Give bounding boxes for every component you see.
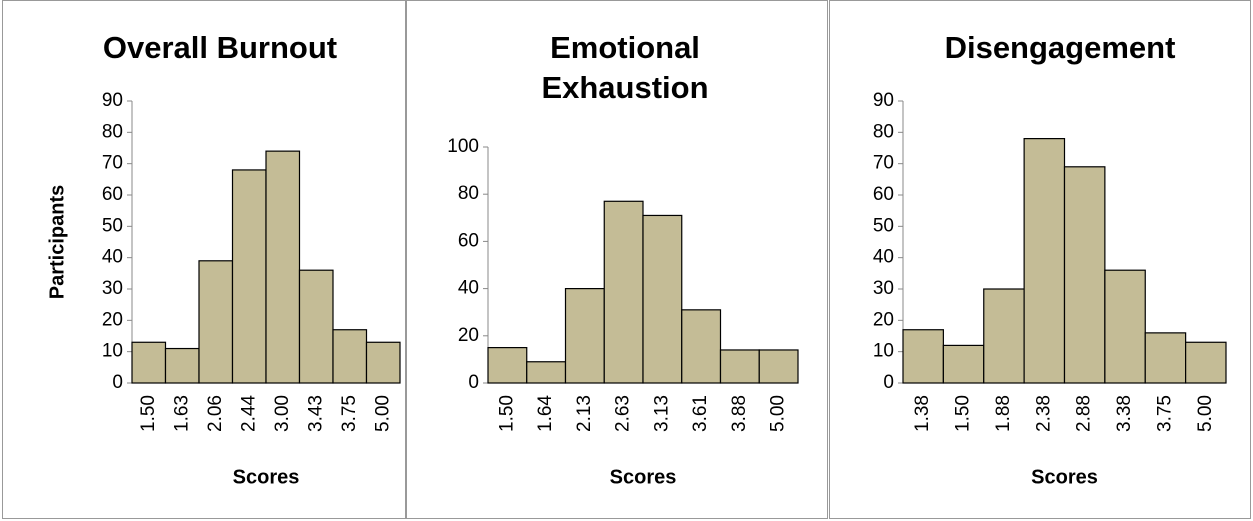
y-tick-label: 90: [873, 90, 894, 111]
bar: [164, 347, 200, 384]
x-tick-label: 3.43: [305, 395, 326, 432]
y-tick-label: 80: [458, 183, 479, 204]
x-tick-label: 3.61: [690, 395, 711, 432]
bar: [365, 341, 401, 384]
y-tick-label: 40: [102, 247, 123, 268]
bar: [131, 341, 167, 384]
bar: [642, 214, 683, 384]
x-tick-label: 3.88: [729, 395, 750, 432]
panel: [406, 0, 828, 519]
x-tick-label: 3.38: [1114, 395, 1135, 432]
x-tick-label: 2.44: [238, 395, 259, 432]
bar: [526, 361, 567, 384]
chart-title: Emotional Exhaustion: [541, 30, 709, 105]
y-tick-label: 80: [102, 121, 123, 142]
y-tick-label: 0: [112, 372, 123, 393]
x-tick-label: 1.88: [993, 395, 1014, 432]
x-tick-label: 5.00: [1195, 395, 1216, 432]
x-tick-label: 3.13: [651, 395, 672, 432]
bar: [487, 347, 528, 384]
y-tick-label: 30: [873, 278, 894, 299]
panel: [2, 0, 406, 519]
bar: [1104, 269, 1146, 384]
y-tick-label: 0: [883, 372, 894, 393]
y-tick-label: 40: [458, 278, 479, 299]
x-axis-label: Scores: [233, 466, 300, 488]
bar: [1144, 332, 1187, 384]
x-tick-label: 2.88: [1074, 395, 1095, 432]
x-tick-label: 2.13: [574, 395, 595, 432]
y-tick-label: 40: [873, 247, 894, 268]
x-axis-label: Scores: [610, 466, 677, 488]
x-tick-label: 1.50: [953, 395, 974, 432]
y-tick-label: 10: [873, 341, 894, 362]
y-tick-label: 10: [102, 341, 123, 362]
bar: [758, 349, 799, 384]
x-tick-label: 2.38: [1033, 395, 1054, 432]
bar: [198, 260, 234, 384]
chart-title: Disengagement: [944, 30, 1176, 65]
bar: [298, 269, 334, 384]
x-tick-label: 3.00: [272, 395, 293, 432]
bar: [719, 349, 760, 384]
bar: [1023, 138, 1066, 384]
y-tick-label: 30: [102, 278, 123, 299]
y-tick-label: 50: [873, 215, 894, 236]
x-tick-label: 5.00: [372, 395, 393, 432]
chart-title: Overall Burnout: [102, 30, 338, 65]
x-tick-label: 1.63: [171, 395, 192, 432]
y-tick-label: 20: [102, 309, 123, 330]
bar: [265, 150, 301, 384]
y-tick-label: 20: [458, 325, 479, 346]
x-tick-label: 5.00: [768, 395, 789, 432]
y-tick-label: 90: [102, 90, 123, 111]
x-tick-label: 3.75: [1154, 395, 1175, 432]
y-tick-label: 60: [458, 230, 479, 251]
x-tick-label: 1.50: [138, 395, 159, 432]
panel: [829, 0, 1251, 519]
bar: [1063, 166, 1106, 384]
bar: [942, 344, 985, 384]
bar: [332, 329, 368, 384]
y-axis-label: Participants: [46, 185, 68, 299]
y-tick-label: 50: [102, 215, 123, 236]
bar: [902, 329, 944, 384]
y-tick-label: 70: [873, 153, 894, 174]
x-tick-label: 1.50: [496, 395, 517, 432]
y-tick-label: 70: [102, 153, 123, 174]
bar: [603, 200, 644, 384]
bar: [231, 169, 267, 384]
y-tick-label: 60: [102, 184, 123, 205]
x-tick-label: 3.75: [339, 395, 360, 432]
y-tick-label: 0: [468, 372, 479, 393]
x-tick-label: 2.63: [613, 395, 634, 432]
y-tick-label: 60: [873, 184, 894, 205]
bar: [564, 288, 605, 384]
x-tick-label: 1.38: [912, 395, 933, 432]
x-axis-label: Scores: [1031, 466, 1098, 488]
bar: [983, 288, 1025, 384]
bar: [681, 309, 722, 384]
y-tick-label: 20: [873, 309, 894, 330]
x-tick-label: 2.06: [205, 395, 226, 432]
x-tick-label: 1.64: [535, 395, 556, 432]
bar: [1185, 341, 1227, 384]
y-tick-label: 100: [447, 136, 479, 157]
y-tick-label: 80: [873, 121, 894, 142]
